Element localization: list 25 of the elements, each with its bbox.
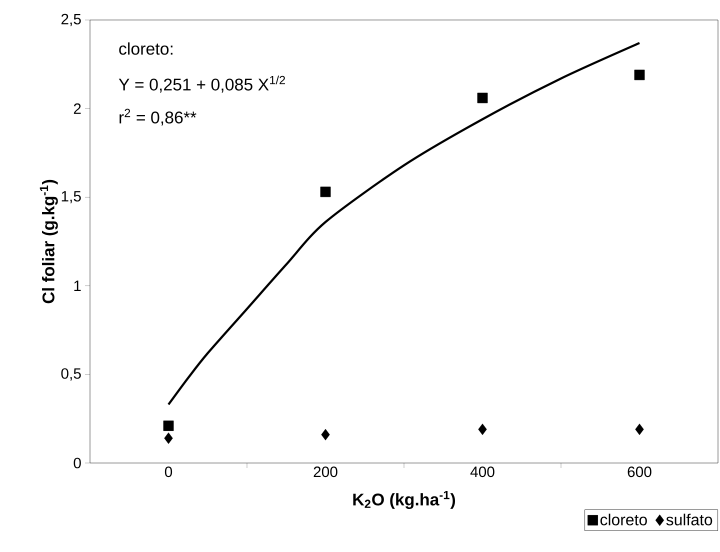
y-tick-label: 0 [74, 458, 81, 468]
y-tick-label: 2,5 [61, 14, 81, 26]
annotation: Y = 0,251 + 0,085 X$^{1/2}$ [118, 76, 286, 93]
x-axis-title: K$_{2}$O (kg.ha$^{-1}$) [353, 490, 456, 509]
x-tick-label: 400 [470, 466, 494, 478]
y-tick-label: 2 [74, 103, 81, 114]
legend-label: cloreto [600, 514, 647, 526]
point [477, 92, 488, 104]
x-tick-label: 200 [314, 466, 338, 478]
y-tick-label: 1 [74, 280, 81, 291]
point [478, 424, 487, 436]
point [320, 186, 331, 198]
annotation: r$^{2}$ = 0,86** [120, 108, 196, 126]
point [321, 428, 330, 440]
y-tick-label: 1,5 [62, 191, 81, 204]
point [634, 70, 645, 80]
point [164, 432, 173, 444]
x-tick-label: 600 [628, 466, 652, 478]
y-tick-label: 0,5 [61, 368, 81, 381]
annotation: cloreto: [119, 42, 172, 55]
x-tick-label: 0 [164, 466, 172, 478]
legend-label: sulfato [666, 514, 712, 526]
y-axis-title: Cl foliar (g.kg$^{-1}$) [40, 180, 58, 304]
point [163, 420, 174, 431]
point [635, 424, 644, 436]
